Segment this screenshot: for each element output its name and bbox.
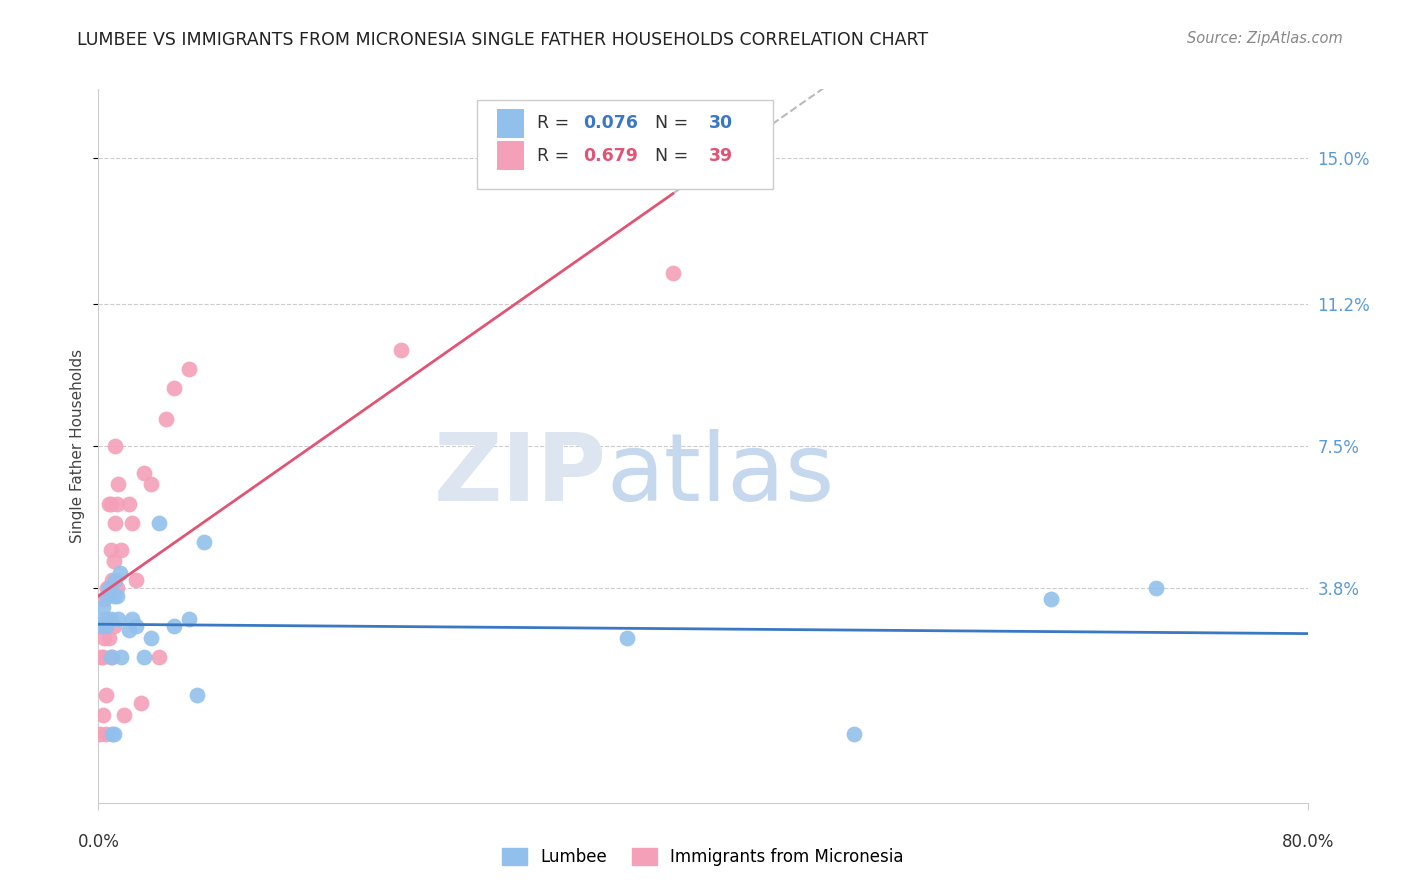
Point — [91, 650, 114, 665]
Point — [107, 612, 129, 626]
FancyBboxPatch shape — [477, 100, 773, 189]
Point — [844, 727, 866, 741]
Point — [107, 477, 129, 491]
Point — [100, 542, 122, 557]
Point — [155, 412, 177, 426]
Point — [103, 619, 125, 633]
Point — [118, 623, 141, 637]
Text: R =: R = — [537, 146, 575, 164]
Point — [103, 727, 125, 741]
Point — [94, 689, 117, 703]
FancyBboxPatch shape — [498, 109, 524, 137]
Text: N =: N = — [644, 146, 693, 164]
Point — [96, 589, 118, 603]
Point — [121, 612, 143, 626]
Point — [98, 581, 121, 595]
Point — [661, 266, 683, 280]
Point — [104, 439, 127, 453]
Text: atlas: atlas — [606, 428, 835, 521]
Point — [93, 592, 115, 607]
Point — [104, 574, 127, 588]
Point — [105, 581, 128, 595]
Text: R =: R = — [537, 114, 575, 132]
Point — [98, 497, 121, 511]
Text: 0.679: 0.679 — [583, 146, 638, 164]
Point — [105, 589, 128, 603]
Point — [90, 650, 112, 665]
Point — [100, 650, 122, 665]
Point — [93, 631, 115, 645]
Point — [90, 619, 112, 633]
Text: 30: 30 — [709, 114, 733, 132]
Text: 0.0%: 0.0% — [77, 833, 120, 851]
Point — [108, 566, 131, 580]
Point — [141, 477, 163, 491]
Point — [148, 516, 170, 530]
Point — [98, 631, 121, 645]
Point — [93, 612, 115, 626]
Point — [132, 650, 155, 665]
Point — [179, 362, 201, 376]
Point — [141, 631, 163, 645]
Point — [94, 727, 117, 741]
Point — [101, 650, 124, 665]
Point — [101, 574, 124, 588]
Point — [616, 631, 638, 645]
Point — [91, 707, 114, 722]
Point — [94, 619, 117, 633]
Point — [163, 381, 186, 395]
Point — [96, 612, 118, 626]
Y-axis label: Single Father Households: Single Father Households — [70, 349, 86, 543]
Point — [103, 554, 125, 568]
Point — [105, 497, 128, 511]
Point — [103, 589, 125, 603]
Text: 0.076: 0.076 — [583, 114, 638, 132]
Text: 39: 39 — [709, 146, 733, 164]
Point — [132, 466, 155, 480]
Point — [125, 574, 148, 588]
Point — [89, 619, 111, 633]
Point — [110, 542, 132, 557]
Point — [186, 689, 208, 703]
Point — [1039, 592, 1062, 607]
Point — [104, 516, 127, 530]
Point — [1144, 581, 1167, 595]
Point — [129, 696, 152, 710]
Text: Source: ZipAtlas.com: Source: ZipAtlas.com — [1187, 31, 1343, 46]
Point — [125, 619, 148, 633]
Point — [110, 650, 132, 665]
Legend: Lumbee, Immigrants from Micronesia: Lumbee, Immigrants from Micronesia — [502, 847, 904, 866]
Point — [148, 650, 170, 665]
Point — [101, 727, 124, 741]
Point — [121, 516, 143, 530]
Point — [90, 619, 112, 633]
Text: LUMBEE VS IMMIGRANTS FROM MICRONESIA SINGLE FATHER HOUSEHOLDS CORRELATION CHART: LUMBEE VS IMMIGRANTS FROM MICRONESIA SIN… — [77, 31, 928, 49]
Point — [112, 707, 135, 722]
Point — [163, 619, 186, 633]
Point — [389, 343, 412, 357]
Point — [100, 612, 122, 626]
Point — [96, 581, 118, 595]
Point — [179, 612, 201, 626]
Point — [89, 727, 111, 741]
Point — [118, 497, 141, 511]
Point — [100, 497, 122, 511]
Text: 80.0%: 80.0% — [1281, 833, 1334, 851]
Point — [91, 600, 114, 615]
Point — [193, 535, 215, 549]
Text: ZIP: ZIP — [433, 428, 606, 521]
FancyBboxPatch shape — [498, 141, 524, 169]
Text: N =: N = — [644, 114, 693, 132]
